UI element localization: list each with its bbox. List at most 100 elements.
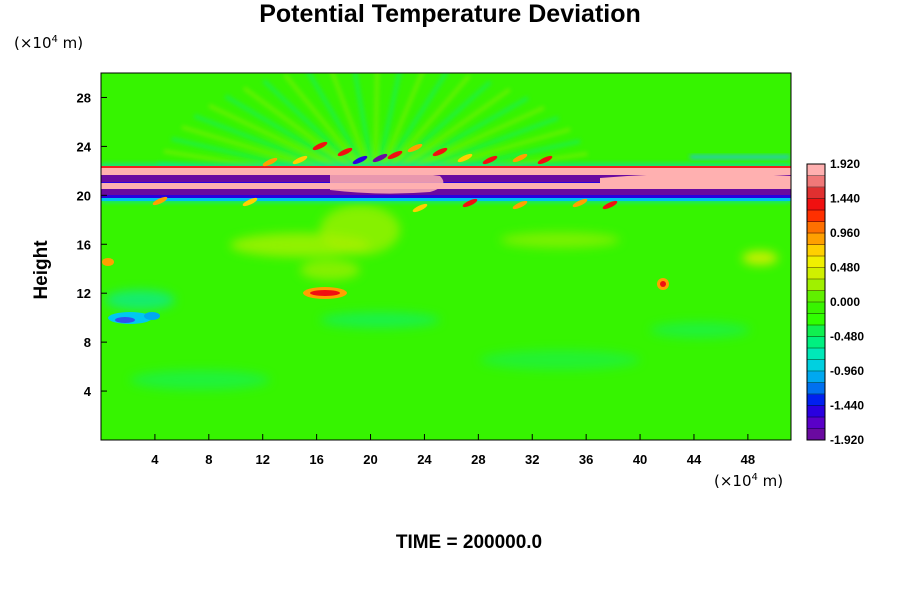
perturbation-blob — [482, 155, 498, 165]
colorbar-label: -0.960 — [830, 364, 864, 378]
perturbation-blob — [462, 198, 478, 208]
colorbar-label: 1.920 — [830, 157, 860, 171]
x-tick-label: 8 — [205, 452, 212, 467]
y-unit-suffix: m) — [57, 34, 84, 52]
colorbar-label: 0.000 — [830, 295, 860, 309]
cyan-anomaly — [115, 317, 135, 323]
colorbar-swatch — [807, 164, 825, 176]
band-lower-cyan — [101, 198, 791, 201]
colorbar-label: -1.440 — [830, 399, 864, 413]
yellowgreen-patch — [300, 260, 360, 280]
y-tick-label: 12 — [77, 286, 91, 301]
x-tick-label: 28 — [471, 452, 485, 467]
tropopause-band — [101, 155, 791, 203]
colorbar-swatch — [807, 187, 825, 199]
upper-blue-streak — [690, 155, 790, 159]
band-edge-perturbations — [152, 141, 618, 213]
y-axis-ticks: 4 8 12 16 20 24 28 — [77, 90, 107, 399]
band-lower-blue — [101, 195, 791, 198]
teal-patch — [130, 370, 270, 390]
chart-title: Potential Temperature Deviation — [259, 0, 641, 28]
colorbar-swatch — [807, 267, 825, 280]
x-tick-label: 20 — [363, 452, 377, 467]
x-tick-label: 40 — [633, 452, 647, 467]
x-axis-unit: (×104 m) — [714, 472, 783, 490]
perturbation-blob — [537, 155, 553, 165]
band-lower-purple — [101, 189, 791, 196]
y-axis-unit: (×104 m) — [14, 34, 83, 52]
perturbation-blob — [262, 157, 278, 167]
y-tick-label: 20 — [77, 188, 91, 203]
perturbation-blob — [292, 155, 308, 165]
colorbar-swatch — [807, 290, 825, 303]
colorbar-swatch — [807, 417, 825, 429]
y-unit-prefix: (×10 — [14, 34, 52, 52]
band-upper-purple — [101, 175, 791, 183]
band-middle-pink — [101, 183, 791, 189]
colorbar-swatch — [807, 313, 825, 326]
y-tick-label: 8 — [84, 335, 91, 350]
perturbation-blob — [512, 200, 528, 210]
x-tick-label: 44 — [687, 452, 702, 467]
colorbar-swatch — [807, 359, 825, 372]
x-tick-label: 24 — [417, 452, 432, 467]
red-anomaly — [102, 258, 114, 266]
cyan-anomaly — [144, 312, 160, 320]
yellowgreen-patch — [742, 251, 778, 265]
x-tick-label: 32 — [525, 452, 539, 467]
y-tick-label: 28 — [77, 90, 91, 105]
colorbar-swatch — [807, 382, 825, 395]
x-tick-label: 36 — [579, 452, 593, 467]
heatmap-field — [101, 73, 791, 440]
perturbation-blob — [412, 203, 428, 213]
x-axis-ticks: 4 8 12 16 20 24 28 32 36 40 44 48 — [151, 434, 755, 467]
colorbar-label: 0.960 — [830, 226, 860, 240]
x-tick-label: 48 — [741, 452, 755, 467]
x-tick-label: 16 — [309, 452, 323, 467]
y-tick-label: 16 — [77, 237, 91, 252]
colorbar-swatch — [807, 371, 825, 383]
colorbar-swatch — [807, 348, 825, 360]
colorbar: 1.920 1.440 0.960 0.480 0.000 -0.480 -0.960 -1.… — [806, 157, 864, 447]
yellowgreen-patch — [320, 205, 400, 255]
band-right-pink-lens — [600, 173, 791, 186]
colorbar-swatch — [807, 394, 825, 406]
colorbar-swatch — [807, 233, 825, 245]
perturbation-blob — [312, 141, 328, 151]
colorbar-swatch — [807, 256, 825, 268]
perturbation-blob — [387, 150, 403, 160]
perturbation-blob — [242, 197, 258, 207]
colorbar-label: -0.480 — [830, 330, 864, 344]
time-label: TIME = 200000.0 — [395, 532, 543, 553]
colorbar-swatch — [807, 405, 825, 418]
teal-patch — [105, 290, 175, 310]
band-center-disturbance — [330, 170, 444, 194]
teal-patch — [320, 312, 440, 328]
colorbar-swatch — [807, 221, 825, 234]
y-tick-label: 4 — [84, 384, 92, 399]
perturbation-blob — [372, 153, 388, 163]
teal-patch — [480, 350, 640, 370]
colorbar-swatch — [807, 244, 825, 257]
x-tick-label: 12 — [255, 452, 269, 467]
colorbar-swatch — [807, 336, 825, 349]
perturbation-blob — [337, 147, 353, 157]
perturbation-blob — [432, 147, 448, 157]
lower-domain-anomalies — [102, 258, 669, 324]
perturbation-blob — [457, 153, 473, 163]
perturbation-blob — [407, 143, 423, 153]
colorbar-swatch — [807, 325, 825, 337]
colorbar-swatch — [807, 302, 825, 314]
colorbar-swatch — [807, 198, 825, 211]
x-unit-suffix: m) — [757, 472, 784, 490]
x-unit-prefix: (×10 — [714, 472, 752, 490]
colorbar-frame — [806, 163, 826, 441]
band-upper-pink — [101, 168, 791, 176]
perturbation-blob — [512, 153, 528, 163]
y-tick-label: 24 — [77, 139, 92, 154]
colorbar-swatch — [807, 428, 825, 441]
colorbar-swatch — [807, 175, 825, 188]
colorbar-label: 0.480 — [830, 261, 860, 275]
teal-patch — [650, 322, 750, 338]
